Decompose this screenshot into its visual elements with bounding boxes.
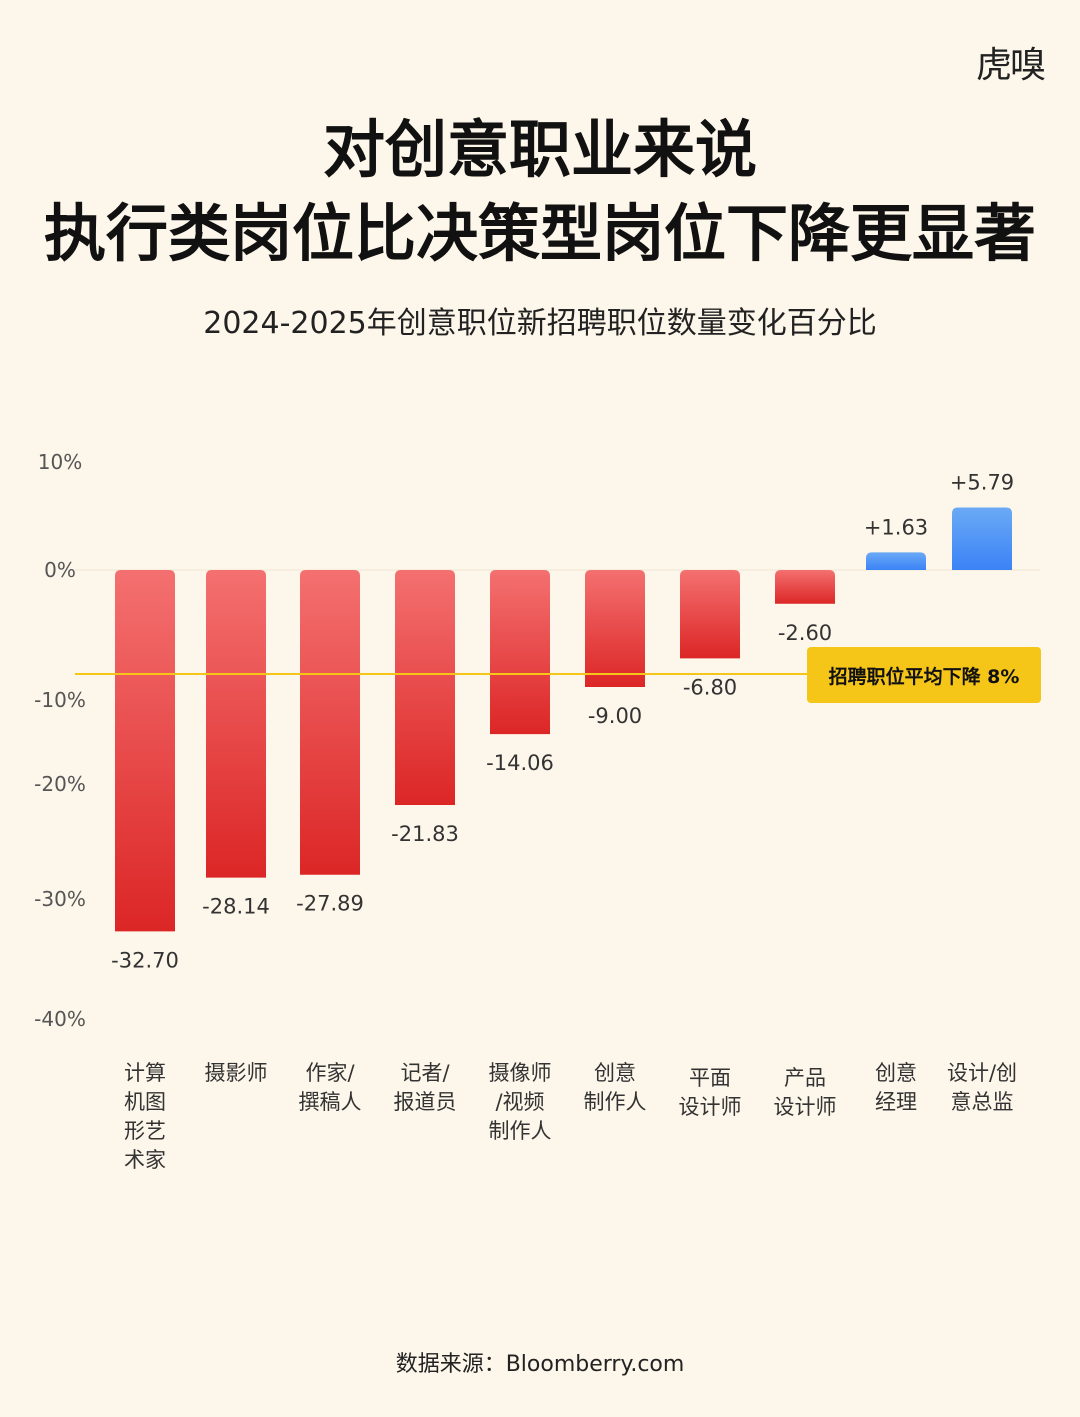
value-label: -27.89 bbox=[296, 892, 364, 916]
category-label: 设计师 bbox=[774, 1095, 837, 1119]
category-label: 计算 bbox=[124, 1061, 166, 1085]
y-tick-label: 10% bbox=[38, 450, 82, 474]
y-tick-label: -20% bbox=[34, 772, 86, 796]
bar bbox=[866, 552, 926, 570]
y-tick-label: -30% bbox=[34, 887, 86, 911]
average-reference: 招聘职位平均下降 8% bbox=[75, 647, 1041, 703]
category-label: 撰稿人 bbox=[299, 1090, 362, 1114]
bar bbox=[395, 570, 455, 806]
category-label: 形艺 bbox=[124, 1119, 166, 1143]
y-tick-label: -10% bbox=[34, 688, 86, 712]
page-title: 对创意职业来说 执行类岗位比决策型岗位下降更显著 bbox=[0, 108, 1080, 276]
category-label: /视频 bbox=[495, 1090, 544, 1114]
average-badge bbox=[807, 647, 1041, 703]
brand-logo: 虎嗅 bbox=[975, 45, 1046, 86]
data-source: 数据来源：Bloomberry.com bbox=[395, 1352, 685, 1377]
bar-chart: 10% 0% -10% -20% -30% -40% -32.70 -28.14 -27.89… bbox=[34, 450, 1041, 1172]
y-axis: 10% 0% -10% -20% -30% -40% bbox=[34, 450, 86, 1031]
bar bbox=[300, 570, 360, 875]
bar bbox=[490, 570, 550, 735]
value-label: -9.00 bbox=[588, 704, 642, 728]
category-label: 设计/创 bbox=[947, 1061, 1017, 1085]
value-label: -32.70 bbox=[111, 948, 179, 972]
value-label: -2.60 bbox=[778, 621, 832, 645]
average-label: 招聘职位平均下降 8% bbox=[829, 665, 1020, 688]
value-label: +1.63 bbox=[864, 515, 928, 539]
category-label: 平面 bbox=[689, 1066, 731, 1090]
value-label: -21.83 bbox=[391, 822, 459, 846]
category-label: 创意 bbox=[875, 1061, 917, 1085]
category-label: 设计师 bbox=[679, 1095, 742, 1119]
bar bbox=[680, 570, 740, 659]
value-label: -28.14 bbox=[202, 895, 270, 919]
category-label: 记者/ bbox=[400, 1061, 450, 1085]
bars-group: -32.70 -28.14 -27.89 -21.83 -14.06 -9.00 -6.80… bbox=[111, 470, 1014, 972]
category-label: 产品 bbox=[784, 1066, 826, 1090]
category-label: 意总监 bbox=[951, 1090, 1014, 1114]
title-line-1: 对创意职业来说 bbox=[322, 113, 757, 186]
title-line-2: 执行类岗位比决策型岗位下降更显著 bbox=[43, 197, 1036, 270]
value-label: -6.80 bbox=[683, 675, 737, 699]
bar bbox=[775, 570, 835, 604]
y-tick-label: 0% bbox=[44, 558, 76, 582]
category-label: 报道员 bbox=[394, 1090, 457, 1114]
value-label: +5.79 bbox=[950, 470, 1014, 494]
y-tick-label: -40% bbox=[34, 1007, 86, 1031]
category-label: 摄像师 bbox=[489, 1061, 552, 1085]
category-label: 作家/ bbox=[305, 1061, 355, 1085]
category-label: 制作人 bbox=[584, 1090, 647, 1114]
bar bbox=[206, 570, 266, 878]
category-label: 机图 bbox=[124, 1090, 166, 1114]
category-label: 经理 bbox=[875, 1090, 917, 1114]
bar bbox=[585, 570, 645, 687]
category-label: 制作人 bbox=[489, 1119, 552, 1143]
value-label: -14.06 bbox=[486, 751, 554, 775]
category-label: 摄影师 bbox=[205, 1061, 268, 1085]
category-label: 术家 bbox=[124, 1148, 166, 1172]
bar bbox=[952, 507, 1012, 570]
category-label: 创意 bbox=[594, 1061, 636, 1085]
chart-subtitle: 2024-2025年创意职位新招聘职位数量变化百分比 bbox=[203, 306, 877, 341]
bar bbox=[115, 570, 175, 932]
